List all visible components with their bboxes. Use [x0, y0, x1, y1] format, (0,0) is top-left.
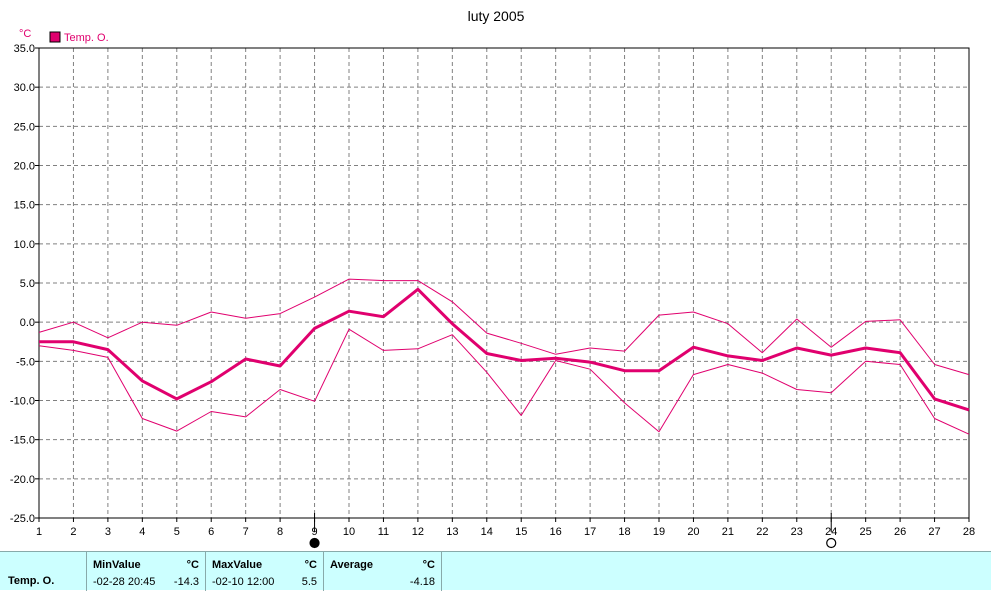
x-tick-label: 25 [860, 526, 872, 538]
y-tick-label: -25.0 [10, 513, 35, 525]
x-tick-label: 18 [618, 526, 630, 538]
min-unit: °C [186, 559, 199, 571]
x-tick-label: 11 [378, 526, 389, 538]
y-tick-label: -5.0 [16, 356, 35, 368]
avg-unit: °C [422, 559, 435, 571]
x-tick-label: 7 [243, 526, 249, 538]
max-value: 5.5 [301, 576, 317, 588]
max-unit: °C [304, 559, 317, 571]
series-lines [38, 278, 970, 435]
legend-label: Temp. O. [64, 32, 109, 44]
series-line-max [38, 278, 970, 376]
x-tick-label: 4 [139, 526, 145, 538]
series-line-average [39, 287, 970, 412]
y-tick-label: 5.0 [20, 278, 35, 290]
x-tick-label: 10 [343, 526, 355, 538]
x-tick-label: 8 [277, 526, 283, 538]
x-tick-label: 22 [756, 526, 768, 538]
x-tick-label: 6 [208, 526, 214, 538]
filled-circle-marker [309, 537, 320, 549]
y-tick-label: 25.0 [14, 121, 35, 133]
min-datetime: -02-28 20:45 [93, 576, 156, 588]
x-tick-label: 5 [174, 526, 180, 538]
stats-avg-cell: Average °C -4.18 [324, 552, 442, 591]
x-tick-label: 15 [515, 526, 527, 538]
y-tick-label: 0.0 [20, 317, 35, 329]
stats-panel: Temp. O. MinValue °C -02-28 20:45 -14.3 … [0, 551, 991, 591]
series-line-min [38, 328, 970, 435]
x-tick-label: 19 [653, 526, 665, 538]
chart-title: luty 2005 [468, 8, 525, 24]
y-tick-labels: 35.0 30.0 25.0 20.0 15.0 10.0 5.0 0.0 -5.0 -10.0 -… [10, 43, 35, 525]
x-tick-label: 13 [446, 526, 458, 538]
x-tick-label: 27 [928, 526, 940, 538]
stats-series-cell: Temp. O. [0, 552, 87, 591]
open-circle-marker [826, 537, 837, 549]
plot-frame [38, 47, 970, 519]
x-tick-label: 3 [105, 526, 111, 538]
x-tick-label: 20 [687, 526, 699, 538]
temperature-chart: luty 2005 °C Temp. O. 35.030.025.020.015… [10, 8, 975, 549]
y-tick-label: -20.0 [10, 474, 35, 486]
y-tick-label: -10.0 [10, 396, 35, 408]
avg-value: -4.18 [409, 576, 435, 588]
y-tick-label: 30.0 [14, 82, 35, 94]
x-tick-labels: 1234567891011121314151617181920212223242… [36, 526, 975, 538]
x-tick-label: 1 [36, 526, 42, 538]
x-tick-label: 2 [70, 526, 76, 538]
x-tick-label: 17 [584, 526, 596, 538]
min-label: MinValue [93, 559, 141, 571]
max-datetime: -02-10 12:00 [212, 576, 275, 588]
grid [35, 47, 970, 522]
y-tick-label: -15.0 [10, 435, 35, 447]
avg-label: Average [330, 559, 374, 571]
y-tick-label: 10.0 [14, 239, 35, 251]
legend-swatch [49, 31, 61, 43]
y-axis-unit: °C [19, 28, 31, 40]
y-tick-label: 35.0 [14, 43, 35, 55]
max-label: MaxValue [212, 559, 263, 571]
x-tick-label: 28 [963, 526, 975, 538]
day-markers [309, 513, 837, 549]
x-tick-label: 16 [550, 526, 562, 538]
min-value: -14.3 [173, 576, 199, 588]
stats-max-cell: MaxValue °C -02-10 12:00 5.5 [206, 552, 324, 591]
x-tick-label: 23 [791, 526, 803, 538]
x-tick-label: 14 [481, 526, 493, 538]
x-tick-label: 12 [412, 526, 424, 538]
y-tick-label: 20.0 [14, 161, 35, 173]
x-tick-label: 26 [894, 526, 906, 538]
y-tick-label: 15.0 [14, 200, 35, 212]
stats-series-label: Temp. O. [8, 575, 55, 587]
stats-min-cell: MinValue °C -02-28 20:45 -14.3 [87, 552, 206, 591]
x-tick-label: 21 [722, 526, 734, 538]
